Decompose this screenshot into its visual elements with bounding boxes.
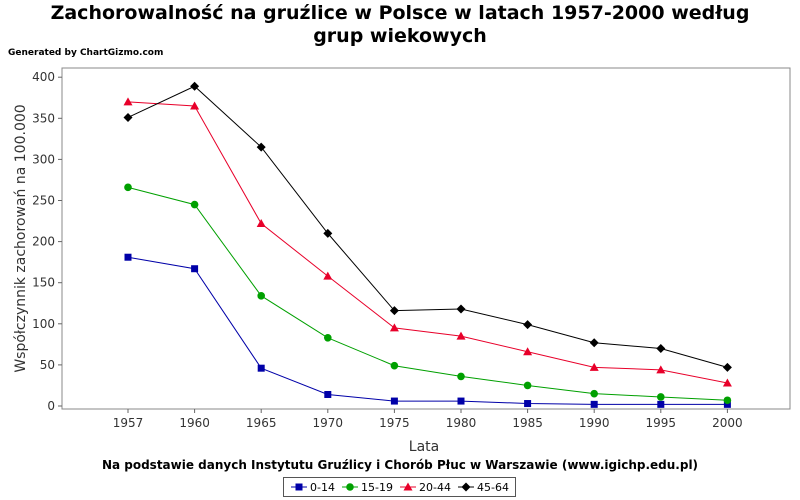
data-point: [590, 400, 598, 408]
y-tick-label: 100: [32, 317, 55, 331]
data-point: [389, 306, 399, 316]
data-point: [722, 378, 732, 387]
data-point: [124, 253, 132, 261]
data-point: [389, 323, 399, 332]
legend-label: 15-19: [361, 480, 393, 494]
data-point: [457, 372, 465, 381]
y-tick-label: 250: [32, 194, 55, 208]
data-point: [657, 393, 665, 401]
x-tick-label: 1975: [379, 416, 410, 430]
legend-swatch: [458, 482, 475, 492]
y-tick-label: 400: [32, 70, 55, 84]
legend-swatch: [291, 483, 308, 491]
data-point: [324, 390, 332, 398]
y-axis-label: Współczynnik zachorowań na 100.000: [13, 104, 29, 372]
x-tick-label: 1970: [313, 416, 344, 430]
data-point: [256, 219, 266, 228]
data-point: [657, 400, 665, 408]
legend-swatch-marker: [403, 482, 413, 491]
x-tick-label: 1980: [446, 416, 477, 430]
y-tick-label: 150: [32, 276, 55, 290]
legend-item-0-14: 0-14: [290, 481, 335, 494]
data-point: [456, 304, 466, 314]
plot-area: [61, 67, 791, 410]
data-point: [123, 97, 133, 106]
legend-swatch-marker: [295, 483, 303, 491]
data-point: [256, 142, 266, 152]
data-point: [323, 228, 333, 238]
chart-title-line-1: Zachorowalność na gruźlice w Polsce w la…: [50, 2, 750, 24]
data-point: [190, 200, 199, 209]
data-point: [190, 101, 200, 110]
data-point: [390, 361, 399, 370]
legend-swatch-marker: [346, 483, 354, 491]
series-0-14: [124, 253, 731, 408]
data-point: [190, 81, 200, 91]
data-point: [523, 347, 533, 356]
data-point: [656, 343, 666, 353]
data-point: [456, 331, 466, 340]
data-point: [523, 320, 533, 330]
series-line: [127, 186, 728, 401]
data-point: [656, 365, 666, 374]
series-15-19: [124, 183, 732, 405]
source-note: Na podstawie danych Instytutu Gruźlicy i…: [101, 458, 699, 472]
x-tick-label: 1957: [113, 416, 144, 430]
y-tick-label: 50: [40, 358, 55, 372]
data-point: [390, 397, 398, 405]
data-point: [524, 400, 532, 408]
series-line: [127, 85, 728, 368]
legend-item-15-19: 15-19: [341, 481, 393, 494]
legend: 0-14 15-19 20-44 45-64: [283, 477, 516, 497]
series-layer: [123, 81, 732, 408]
legend-label: 0-14: [310, 480, 335, 494]
legend-item-20-44: 20-44: [399, 481, 451, 494]
x-tick-label: 1985: [512, 416, 543, 430]
data-point: [324, 333, 332, 342]
axes: 0 50 100 150 200 250 300 350 400 1957 1960 1965 1970…: [13, 67, 791, 455]
data-point: [723, 400, 731, 408]
legend-label: 45-64: [477, 480, 509, 494]
data-point: [722, 362, 732, 372]
data-point: [124, 183, 132, 192]
data-point: [723, 396, 732, 405]
y-tick-label: 200: [32, 235, 55, 249]
chart-title: Zachorowalność na gruźlice w Polsce w la…: [0, 2, 800, 48]
data-point: [589, 362, 599, 371]
x-tick-label: 1990: [579, 416, 610, 430]
y-tick-label: 300: [32, 152, 55, 166]
x-tick-label: 2000: [712, 416, 743, 430]
series-line: [127, 256, 728, 405]
legend-item-45-64: 45-64: [457, 481, 509, 494]
generated-by-label: Generated by ChartGizmo.com: [8, 48, 164, 58]
legend-swatch: [400, 482, 417, 491]
y-tick-label: 350: [32, 111, 55, 125]
legend-swatch-marker: [461, 482, 471, 492]
data-point: [590, 389, 598, 398]
data-point: [323, 271, 333, 280]
chart-title-line-2: grup wiekowych: [313, 25, 487, 47]
legend-swatch: [342, 483, 359, 491]
data-point: [457, 397, 465, 405]
data-point: [523, 381, 532, 390]
x-tick-label: 1965: [246, 416, 277, 430]
data-point: [257, 364, 265, 372]
line-chart: 0 50 100 150 200 250 300 350 400 1957 1960 1965 1970…: [13, 67, 791, 455]
series-45-64: [123, 81, 732, 372]
legend-label: 20-44: [419, 480, 451, 494]
data-point: [123, 112, 133, 122]
data-point: [257, 292, 266, 300]
x-tick-label: 1960: [179, 416, 210, 430]
data-point: [589, 338, 599, 348]
x-axis-label: Lata: [409, 439, 439, 455]
y-tick-label: 0: [47, 399, 55, 413]
data-point: [191, 265, 199, 273]
x-tick-label: 1995: [646, 416, 677, 430]
series-line: [127, 101, 728, 384]
series-20-44: [123, 97, 732, 387]
